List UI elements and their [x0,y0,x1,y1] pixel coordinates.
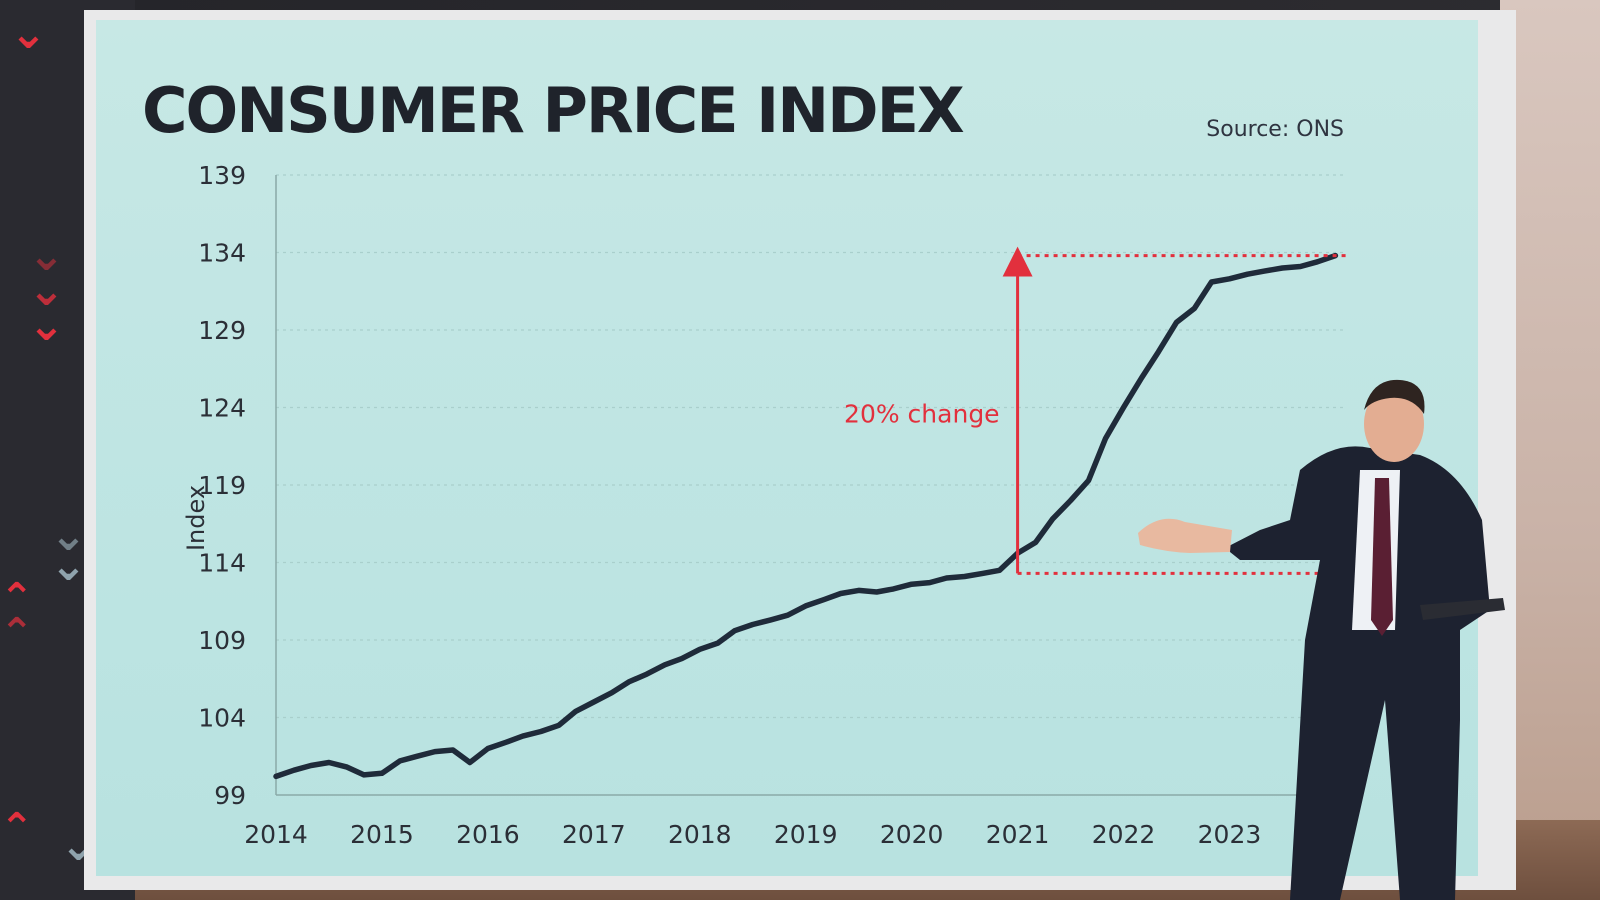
x-tick-label: 2021 [986,820,1050,849]
y-tick-label: 109 [198,626,246,655]
y-tick-label: 129 [198,316,246,345]
y-tick-label: 114 [198,549,246,578]
chevron-down-icon: ⌄ [10,8,47,59]
y-tick-label: 104 [198,704,246,733]
x-tick-label: 2022 [1092,820,1156,849]
x-axis-ticks: 2014 2015 2016 2017 2018 2019 2020 2021 2022 2023 [244,820,1261,849]
axes [275,175,1346,796]
x-tick-label: 2020 [880,820,944,849]
chart-panel: CONSUMER PRICE INDEX Source: ONS Index 9… [96,20,1478,876]
x-tick-label: 2019 [774,820,838,849]
chevron-down-icon: ⌄ [28,230,65,281]
chevron-up-icon: ⌃ [0,610,34,656]
y-tick-label: 124 [198,394,246,423]
chevron-up-icon: ⌃ [0,805,34,851]
y-tick-label: 134 [198,239,246,268]
x-tick-label: 2014 [244,820,308,849]
chevron-down-icon: ⌄ [50,540,87,591]
grid-lines [276,174,1346,719]
x-tick-label: 2015 [350,820,414,849]
y-axis-ticks: 99 104 109 114 119 124 129 134 139 [198,161,246,810]
x-tick-label: 2023 [1198,820,1262,849]
chart-source: Source: ONS [1206,117,1344,142]
y-tick-label: 119 [198,471,246,500]
cpi-series-line [273,252,1339,780]
x-tick-label: 2017 [562,820,626,849]
annotation-layer: 20% change [844,246,1346,575]
y-axis-label: Index [182,485,210,551]
chevron-down-icon: ⌄ [28,265,65,316]
x-tick-label: 2016 [456,820,520,849]
cpi-chart: CONSUMER PRICE INDEX Source: ONS Index 9… [142,74,1346,849]
series-layer [273,252,1339,780]
studio-wall [1500,0,1600,900]
y-tick-label: 99 [214,781,246,810]
chart-title: CONSUMER PRICE INDEX [142,74,964,147]
x-tick-label: 2018 [668,820,732,849]
chevron-down-icon: ⌄ [50,510,87,561]
chevron-down-icon: ⌄ [28,300,65,351]
chevron-up-icon: ⌃ [0,575,34,621]
y-tick-label: 139 [198,161,246,190]
annotation-label: 20% change [844,399,1000,428]
